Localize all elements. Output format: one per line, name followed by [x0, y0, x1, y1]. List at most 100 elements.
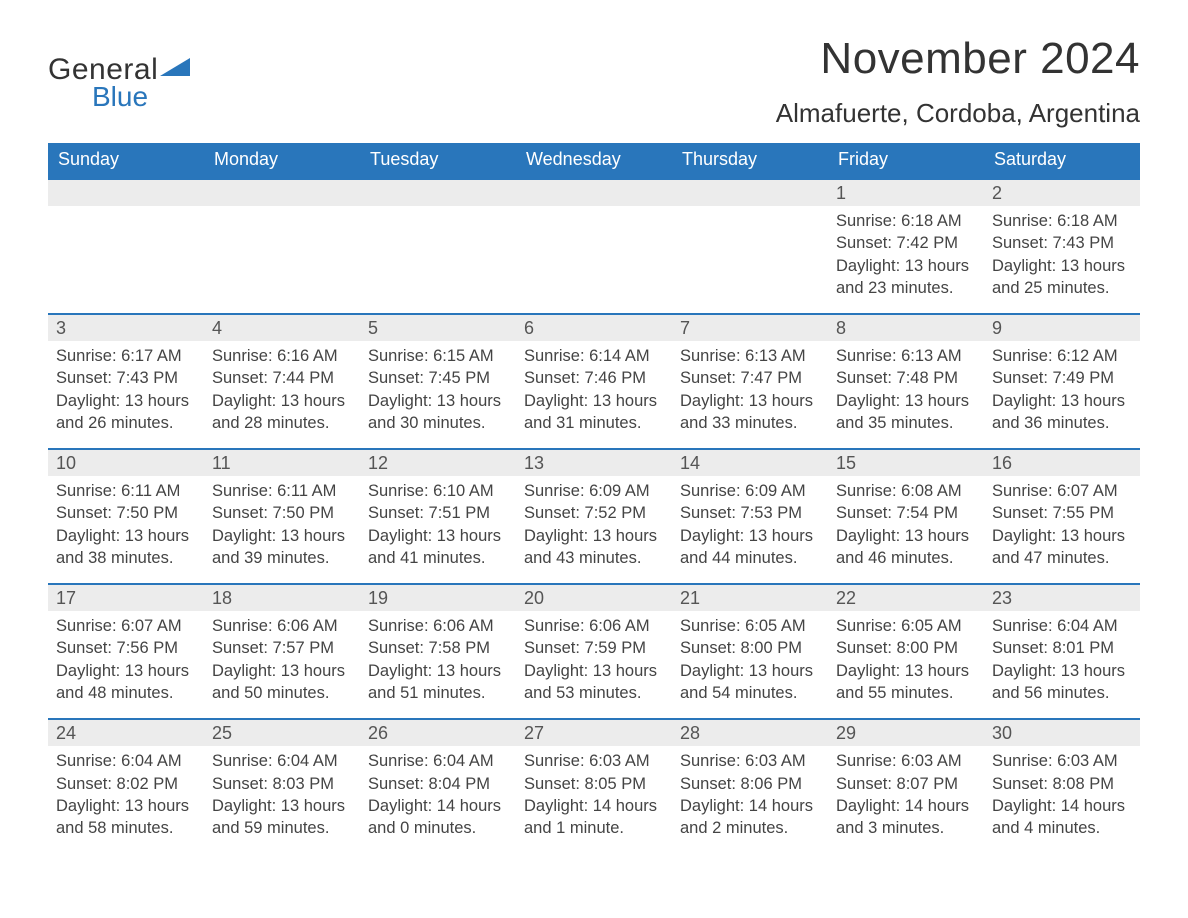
- day-body: Sunrise: 6:03 AMSunset: 8:08 PMDaylight:…: [984, 746, 1140, 853]
- day-cell: 20Sunrise: 6:06 AMSunset: 7:59 PMDayligh…: [516, 585, 672, 718]
- sunrise-line: Sunrise: 6:06 AM: [212, 615, 352, 637]
- daylight-line: Daylight: 13 hours and 31 minutes.: [524, 390, 664, 435]
- date-number: 27: [516, 720, 672, 746]
- weekday-header: Thursday: [672, 143, 828, 178]
- sunset-line: Sunset: 7:53 PM: [680, 502, 820, 524]
- weeks-container: 1Sunrise: 6:18 AMSunset: 7:42 PMDaylight…: [48, 178, 1140, 853]
- sunset-line: Sunset: 7:47 PM: [680, 367, 820, 389]
- daylight-line: Daylight: 13 hours and 53 minutes.: [524, 660, 664, 705]
- sunset-line: Sunset: 7:54 PM: [836, 502, 976, 524]
- daylight-line: Daylight: 13 hours and 47 minutes.: [992, 525, 1132, 570]
- day-body: [516, 206, 672, 224]
- day-body: Sunrise: 6:09 AMSunset: 7:52 PMDaylight:…: [516, 476, 672, 583]
- sunset-line: Sunset: 7:51 PM: [368, 502, 508, 524]
- daylight-line: Daylight: 14 hours and 0 minutes.: [368, 795, 508, 840]
- day-body: [360, 206, 516, 224]
- day-cell: 18Sunrise: 6:06 AMSunset: 7:57 PMDayligh…: [204, 585, 360, 718]
- sunrise-line: Sunrise: 6:06 AM: [524, 615, 664, 637]
- date-number: 6: [516, 315, 672, 341]
- day-cell: 30Sunrise: 6:03 AMSunset: 8:08 PMDayligh…: [984, 720, 1140, 853]
- date-number: 15: [828, 450, 984, 476]
- sunrise-line: Sunrise: 6:09 AM: [680, 480, 820, 502]
- date-number: 26: [360, 720, 516, 746]
- date-number: 25: [204, 720, 360, 746]
- daylight-line: Daylight: 13 hours and 41 minutes.: [368, 525, 508, 570]
- weekday-header-row: SundayMondayTuesdayWednesdayThursdayFrid…: [48, 143, 1140, 178]
- sunrise-line: Sunrise: 6:12 AM: [992, 345, 1132, 367]
- sunrise-line: Sunrise: 6:03 AM: [836, 750, 976, 772]
- date-number: 2: [984, 180, 1140, 206]
- sunset-line: Sunset: 8:00 PM: [836, 637, 976, 659]
- daylight-line: Daylight: 13 hours and 30 minutes.: [368, 390, 508, 435]
- day-body: Sunrise: 6:07 AMSunset: 7:55 PMDaylight:…: [984, 476, 1140, 583]
- sunrise-line: Sunrise: 6:04 AM: [56, 750, 196, 772]
- sunrise-line: Sunrise: 6:16 AM: [212, 345, 352, 367]
- header: General Blue November 2024 Almafuerte, C…: [48, 34, 1140, 129]
- date-number: [672, 180, 828, 206]
- sunrise-line: Sunrise: 6:07 AM: [56, 615, 196, 637]
- weekday-header: Wednesday: [516, 143, 672, 178]
- day-body: Sunrise: 6:04 AMSunset: 8:03 PMDaylight:…: [204, 746, 360, 853]
- date-number: 8: [828, 315, 984, 341]
- brand-logo-text: General Blue: [48, 54, 190, 111]
- sunrise-line: Sunrise: 6:04 AM: [992, 615, 1132, 637]
- date-number: 19: [360, 585, 516, 611]
- day-cell: 4Sunrise: 6:16 AMSunset: 7:44 PMDaylight…: [204, 315, 360, 448]
- day-cell: 12Sunrise: 6:10 AMSunset: 7:51 PMDayligh…: [360, 450, 516, 583]
- sunset-line: Sunset: 7:49 PM: [992, 367, 1132, 389]
- sunrise-line: Sunrise: 6:13 AM: [680, 345, 820, 367]
- sunset-line: Sunset: 8:08 PM: [992, 773, 1132, 795]
- daylight-line: Daylight: 13 hours and 39 minutes.: [212, 525, 352, 570]
- sunset-line: Sunset: 7:50 PM: [212, 502, 352, 524]
- sunrise-line: Sunrise: 6:11 AM: [56, 480, 196, 502]
- sunset-line: Sunset: 7:42 PM: [836, 232, 976, 254]
- brand-logo: General Blue: [48, 54, 190, 111]
- day-body: Sunrise: 6:06 AMSunset: 7:57 PMDaylight:…: [204, 611, 360, 718]
- day-cell: 28Sunrise: 6:03 AMSunset: 8:06 PMDayligh…: [672, 720, 828, 853]
- brand-word-blue: Blue: [92, 82, 190, 111]
- date-number: 10: [48, 450, 204, 476]
- sunset-line: Sunset: 7:43 PM: [992, 232, 1132, 254]
- sunset-line: Sunset: 7:55 PM: [992, 502, 1132, 524]
- date-number: [48, 180, 204, 206]
- daylight-line: Daylight: 13 hours and 46 minutes.: [836, 525, 976, 570]
- sunset-line: Sunset: 7:43 PM: [56, 367, 196, 389]
- day-body: Sunrise: 6:05 AMSunset: 8:00 PMDaylight:…: [828, 611, 984, 718]
- day-cell: 3Sunrise: 6:17 AMSunset: 7:43 PMDaylight…: [48, 315, 204, 448]
- sunrise-line: Sunrise: 6:05 AM: [680, 615, 820, 637]
- date-number: [360, 180, 516, 206]
- day-cell: 11Sunrise: 6:11 AMSunset: 7:50 PMDayligh…: [204, 450, 360, 583]
- week-row: 24Sunrise: 6:04 AMSunset: 8:02 PMDayligh…: [48, 718, 1140, 853]
- daylight-line: Daylight: 13 hours and 58 minutes.: [56, 795, 196, 840]
- day-cell: [48, 180, 204, 313]
- day-cell: [360, 180, 516, 313]
- day-cell: 5Sunrise: 6:15 AMSunset: 7:45 PMDaylight…: [360, 315, 516, 448]
- date-number: [516, 180, 672, 206]
- daylight-line: Daylight: 14 hours and 4 minutes.: [992, 795, 1132, 840]
- daylight-line: Daylight: 13 hours and 33 minutes.: [680, 390, 820, 435]
- daylight-line: Daylight: 13 hours and 50 minutes.: [212, 660, 352, 705]
- sunset-line: Sunset: 8:07 PM: [836, 773, 976, 795]
- week-row: 1Sunrise: 6:18 AMSunset: 7:42 PMDaylight…: [48, 178, 1140, 313]
- daylight-line: Daylight: 13 hours and 35 minutes.: [836, 390, 976, 435]
- sunset-line: Sunset: 7:57 PM: [212, 637, 352, 659]
- day-body: Sunrise: 6:03 AMSunset: 8:05 PMDaylight:…: [516, 746, 672, 853]
- day-cell: 16Sunrise: 6:07 AMSunset: 7:55 PMDayligh…: [984, 450, 1140, 583]
- sunset-line: Sunset: 7:50 PM: [56, 502, 196, 524]
- daylight-line: Daylight: 13 hours and 36 minutes.: [992, 390, 1132, 435]
- sunset-line: Sunset: 7:56 PM: [56, 637, 196, 659]
- day-body: Sunrise: 6:12 AMSunset: 7:49 PMDaylight:…: [984, 341, 1140, 448]
- date-number: 3: [48, 315, 204, 341]
- day-cell: 19Sunrise: 6:06 AMSunset: 7:58 PMDayligh…: [360, 585, 516, 718]
- sunset-line: Sunset: 7:44 PM: [212, 367, 352, 389]
- day-cell: [672, 180, 828, 313]
- date-number: 12: [360, 450, 516, 476]
- day-body: [672, 206, 828, 224]
- date-number: 20: [516, 585, 672, 611]
- day-cell: 1Sunrise: 6:18 AMSunset: 7:42 PMDaylight…: [828, 180, 984, 313]
- daylight-line: Daylight: 13 hours and 48 minutes.: [56, 660, 196, 705]
- date-number: 18: [204, 585, 360, 611]
- sunrise-line: Sunrise: 6:09 AM: [524, 480, 664, 502]
- day-cell: 22Sunrise: 6:05 AMSunset: 8:00 PMDayligh…: [828, 585, 984, 718]
- day-body: Sunrise: 6:16 AMSunset: 7:44 PMDaylight:…: [204, 341, 360, 448]
